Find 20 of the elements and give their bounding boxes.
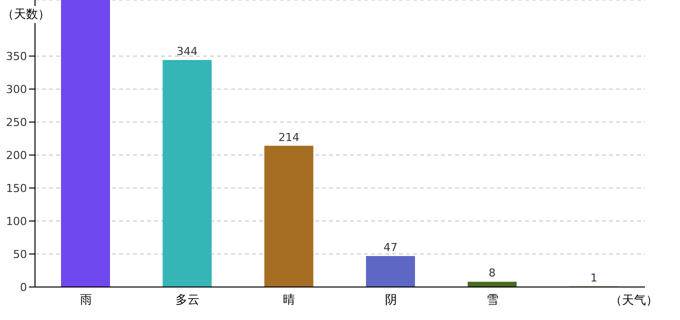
y-tick-label: 250 [6, 116, 27, 129]
data-label: 214 [278, 130, 300, 144]
x-tick-label: 雨 [80, 292, 92, 307]
data-label: 8 [488, 266, 496, 280]
data-label: 47 [384, 240, 398, 254]
x-tick-label: 雪 [486, 292, 498, 307]
y-tick-label: 350 [6, 50, 27, 63]
y-tick-label: 150 [6, 182, 27, 195]
y-tick-label: 200 [6, 148, 27, 162]
x-tick-label: 阴 [384, 292, 397, 307]
y-tick-label: 300 [6, 82, 27, 96]
data-label: 1 [590, 271, 598, 284]
y-axis-title: （天数） [2, 6, 50, 23]
y-tick-label: 0 [20, 280, 27, 294]
x-tick-label: 晴 [283, 292, 296, 307]
y-tick-label: 100 [6, 214, 27, 228]
y-tick-label: 50 [13, 248, 27, 261]
x-axis-title: （天气） [610, 292, 658, 309]
x-tick-label: 多云 [176, 292, 200, 307]
data-label: 344 [176, 45, 198, 58]
